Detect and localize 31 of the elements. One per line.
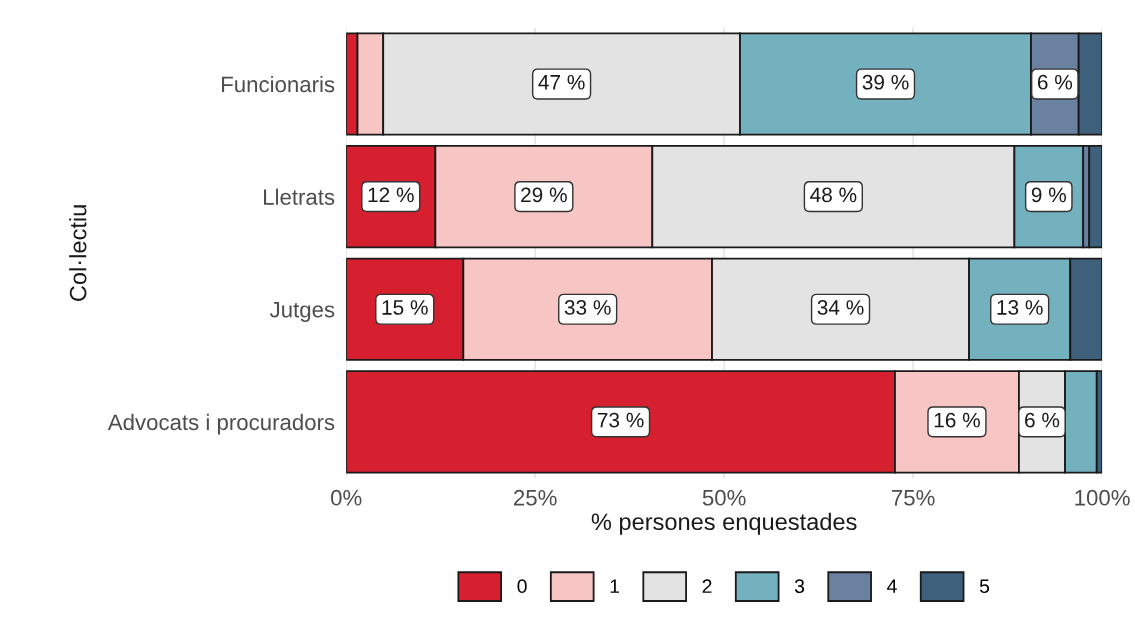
legend-label: 5 [979,579,990,594]
data-label: 29 % [521,187,567,203]
y-tick-label: Funcionaris [222,75,335,93]
data-label: 39 % [862,74,909,90]
y-tick-label: Advocats i procuradors [107,413,335,435]
data-label: 47 % [538,74,585,90]
y-axis-title: Col·lectiu [69,205,87,301]
data-label: 34 % [817,300,864,315]
legend-label: 0 [517,579,527,594]
data-label: 9 % [1031,187,1066,203]
y-tick-label: Lletrats [264,188,335,205]
data-label: 13 % [997,300,1043,315]
y-tick-label: Jutges [269,302,335,322]
x-tick-label: 75% [892,489,935,506]
data-label: 15 % [382,300,428,315]
data-label: 6 % [1037,74,1073,90]
x-tick-label: 25% [514,489,557,506]
data-label: 12 % [368,187,414,203]
data-label: 73 % [597,412,644,428]
legend-label: 4 [887,579,897,593]
x-axis-title: % persones enquestades [591,512,857,535]
legend-label: 2 [702,579,712,593]
x-tick-label: 50% [702,489,746,506]
data-label: 16 % [934,412,980,428]
data-label: 6 % [1025,412,1060,428]
data-label: 33 % [564,300,611,315]
x-tick-label: 0% [330,489,362,506]
x-tick-label: 100% [1075,489,1130,506]
data-label: 48 % [810,187,857,203]
legend-label: 3 [794,579,805,594]
legend-label: 1 [610,579,620,593]
